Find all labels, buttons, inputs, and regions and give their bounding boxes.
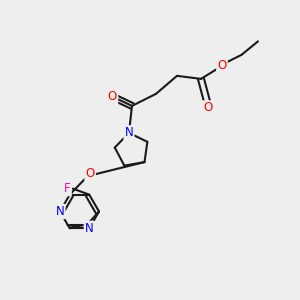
Text: N: N [124, 126, 134, 140]
Text: O: O [85, 167, 95, 180]
Text: O: O [108, 90, 117, 104]
Text: O: O [218, 59, 226, 72]
Text: O: O [203, 101, 212, 115]
Text: F: F [64, 182, 71, 195]
Text: N: N [56, 205, 64, 218]
Text: N: N [85, 222, 94, 235]
